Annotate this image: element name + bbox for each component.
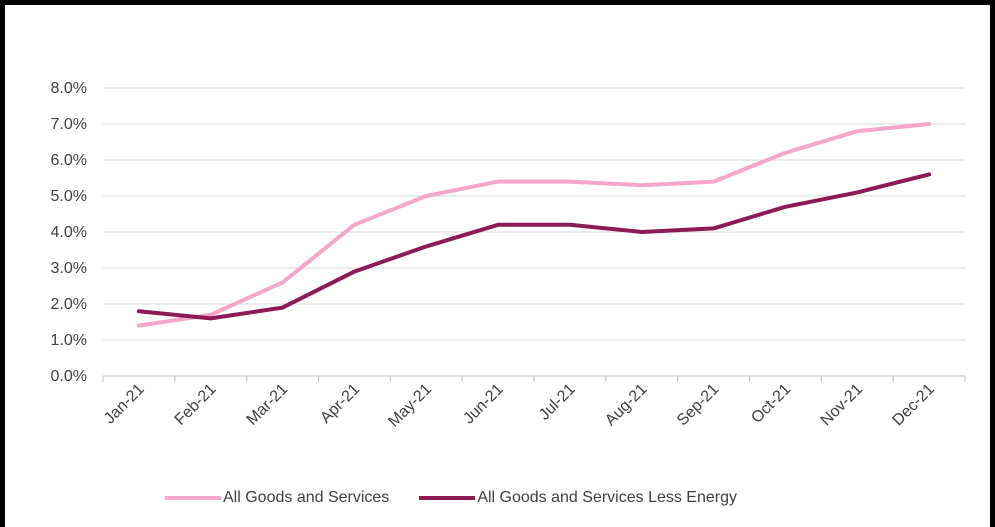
y-axis-tick-labels: 0.0% 1.0% 2.0% 3.0% 4.0% 5.0% 6.0% 7.0% 8.0% <box>51 80 87 385</box>
y-tick-label: 0.0% <box>51 368 87 385</box>
x-tick-label: Mar-21 <box>244 381 292 429</box>
y-tick-label: 1.0% <box>51 332 87 349</box>
legend-item-less-energy: All Goods and Services Less Energy <box>419 489 737 507</box>
x-tick-label: Apr-21 <box>317 381 363 427</box>
legend-label-all-goods: All Goods and Services <box>223 489 390 506</box>
y-tick-label: 2.0% <box>51 296 87 313</box>
chart-legend: All Goods and Services All Goods and Ser… <box>165 489 767 507</box>
series-line-all-goods <box>136 122 932 328</box>
y-tick-label: 4.0% <box>51 224 87 241</box>
series-line-less-energy <box>136 172 932 321</box>
chart-frame: 0.0% 1.0% 2.0% 3.0% 4.0% 5.0% 6.0% 7.0% 8.0% Jan… <box>5 5 990 527</box>
legend-swatch-less-energy <box>419 496 476 500</box>
series-lines <box>136 122 932 328</box>
x-axis <box>102 375 966 382</box>
x-tick-label: Dec-21 <box>889 381 938 430</box>
legend-label-less-energy: All Goods and Services Less Energy <box>477 489 737 506</box>
x-tick-label: May-21 <box>385 381 435 431</box>
x-tick-label: Sep-21 <box>674 381 723 430</box>
line-chart: 0.0% 1.0% 2.0% 3.0% 4.0% 5.0% 6.0% 7.0% 8.0% Jan… <box>51 80 966 431</box>
x-axis-tick-labels: Jan-21 Feb-21 Mar-21 Apr-21 May-21 Jun-21 Jul-… <box>101 381 938 431</box>
legend-swatch-all-goods <box>165 496 221 500</box>
x-tick-label: Jan-21 <box>101 381 148 428</box>
y-tick-label: 6.0% <box>51 152 87 169</box>
y-tick-label: 3.0% <box>51 260 87 277</box>
x-tick-label: Oct-21 <box>748 381 794 427</box>
x-tick-label: Nov-21 <box>818 381 867 430</box>
x-tick-label: Jul-21 <box>536 381 579 424</box>
y-tick-label: 8.0% <box>51 80 87 97</box>
x-tick-label: Aug-21 <box>602 381 651 430</box>
y-tick-label: 5.0% <box>51 188 87 205</box>
legend-item-all-goods: All Goods and Services <box>165 489 389 507</box>
gridlines <box>103 87 965 341</box>
x-tick-label: Jun-21 <box>460 381 507 428</box>
y-tick-label: 7.0% <box>51 116 87 133</box>
x-tick-label: Feb-21 <box>172 381 220 429</box>
